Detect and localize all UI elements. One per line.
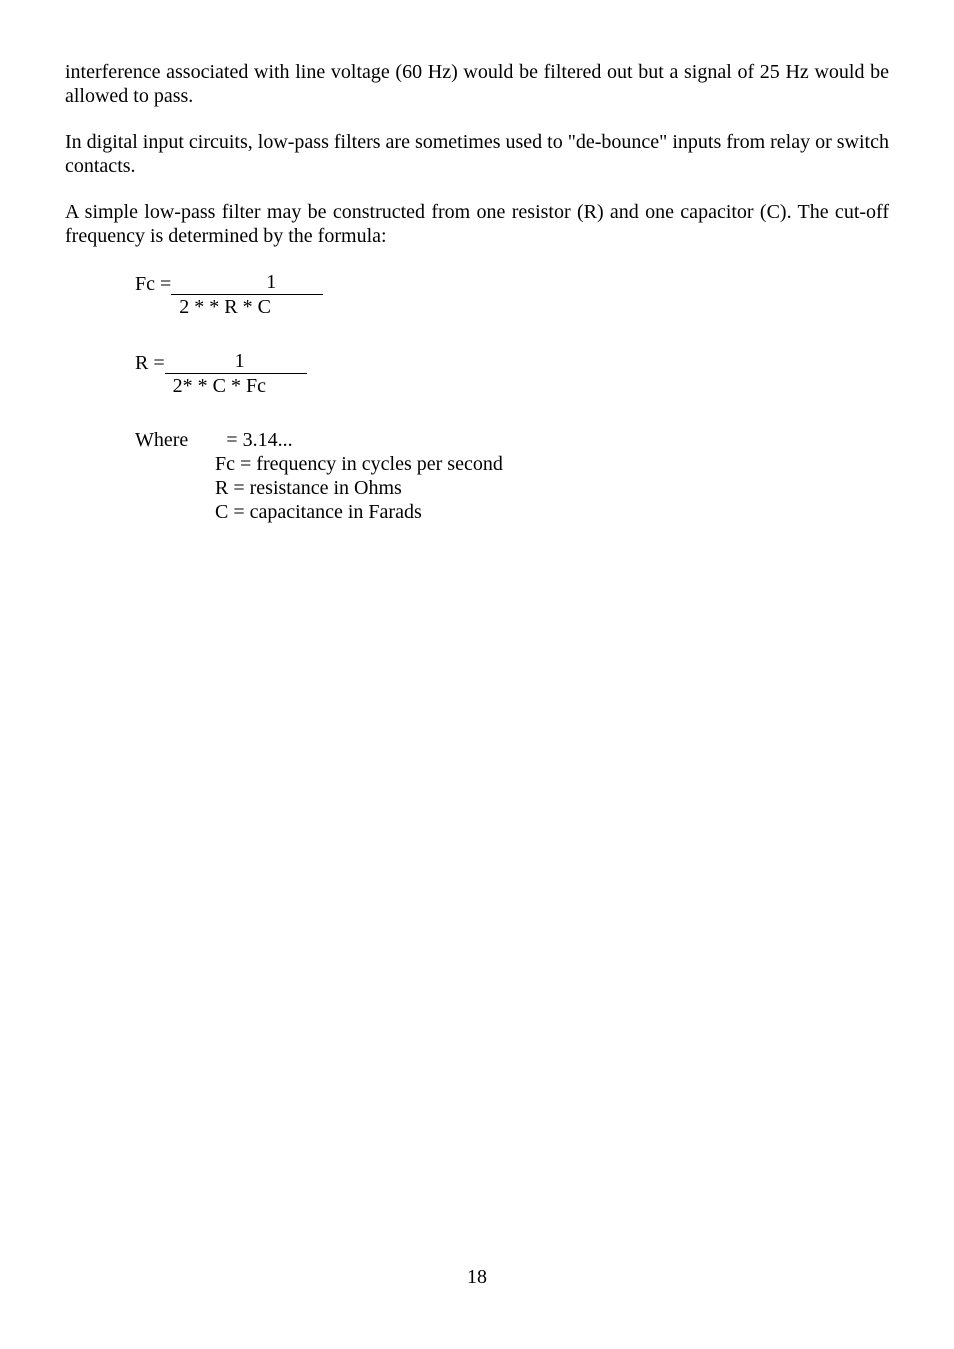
formula-r-lhs: R = <box>135 349 165 375</box>
formula-r-denominator: 2* * C * Fc <box>165 373 307 398</box>
where-pi: = 3.14... <box>226 429 292 451</box>
where-definitions: Where = 3.14... Fc = frequency in cycles… <box>135 428 889 524</box>
formula-r-numerator: 1 <box>165 349 305 373</box>
document-page: interference associated with line voltag… <box>0 0 954 1349</box>
page-number: 18 <box>0 1266 954 1289</box>
paragraph-1: interference associated with line voltag… <box>65 60 889 108</box>
formula-fc-lhs: Fc = <box>135 270 171 296</box>
formula-fc-denominator: 2 * * R * C <box>171 294 323 319</box>
where-r: R = resistance in Ohms <box>215 476 889 500</box>
paragraph-2: In digital input circuits, low-pass filt… <box>65 130 889 178</box>
paragraph-3: A simple low-pass filter may be construc… <box>65 200 889 248</box>
formula-fc: Fc = 1 2 * * R * C <box>135 270 889 319</box>
formula-r: R = 1 2* * C * Fc <box>135 349 889 398</box>
where-label: Where <box>135 429 188 451</box>
where-c: C = capacitance in Farads <box>215 500 889 524</box>
formula-fc-numerator: 1 <box>171 270 341 294</box>
where-fc: Fc = frequency in cycles per second <box>215 452 889 476</box>
